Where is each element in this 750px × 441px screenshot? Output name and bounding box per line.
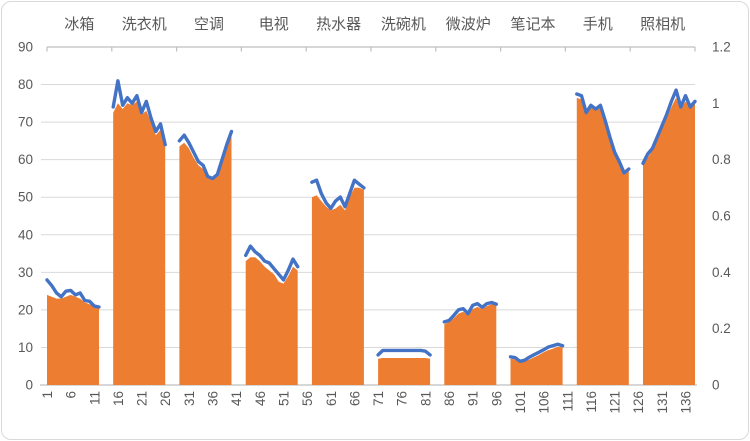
x-axis-tick-label: 61	[324, 391, 339, 406]
x-axis-tick-label: 106	[537, 391, 552, 414]
line-series-电视	[243, 244, 300, 282]
area-series-微波炉	[444, 304, 497, 385]
x-axis-tick-label: 81	[418, 391, 433, 406]
right-axis-tick-label: 0.2	[712, 321, 731, 336]
x-axis-tick-label: 26	[158, 391, 173, 406]
line-series-热水器	[310, 178, 366, 211]
line-series-洗碗机	[376, 348, 432, 357]
left-axis-tick-label: 0	[25, 378, 33, 393]
right-axis-tick-label: 0.6	[712, 209, 731, 224]
x-axis-tick-label: 136	[679, 391, 694, 414]
x-axis-tick-label: 51	[276, 391, 291, 406]
area-series-手机	[576, 97, 629, 385]
x-axis-tick-label: 96	[489, 391, 504, 406]
x-axis-tick-label: 66	[347, 391, 362, 406]
area-series-照相机	[643, 97, 695, 385]
left-axis-tick-label: 10	[18, 340, 33, 355]
category-label: 冰箱	[64, 16, 94, 33]
category-label: 照相机	[640, 16, 685, 33]
x-axis-tick-label: 76	[395, 391, 410, 406]
area-series-洗碗机	[378, 358, 431, 385]
line-series-空调	[177, 129, 234, 181]
x-axis-tick-label: 36	[206, 391, 221, 406]
line-series-笔记本	[508, 342, 565, 363]
x-axis-tick-label: 111	[560, 391, 575, 412]
x-axis-tick-label: 6	[64, 391, 79, 399]
left-axis-tick-label: 40	[18, 227, 33, 242]
category-label: 手机	[583, 16, 613, 33]
category-label: 热水器	[316, 16, 361, 33]
left-axis-tick-label: 60	[18, 152, 33, 167]
x-axis-tick-label: 126	[631, 391, 646, 414]
right-axis-tick-label: 0.8	[712, 152, 731, 167]
line-series-照相机	[641, 88, 697, 166]
left-axis-tick-label: 90	[18, 40, 33, 55]
x-axis-tick-label: 16	[111, 391, 126, 406]
category-label: 空调	[194, 16, 224, 33]
line-series-微波炉	[442, 300, 498, 324]
category-label: 洗衣机	[122, 16, 167, 33]
x-axis-tick-label: 46	[253, 391, 268, 406]
right-axis-tick-label: 1	[712, 96, 720, 111]
x-axis-tick-label: 31	[182, 391, 197, 406]
right-axis-tick-label: 0	[712, 378, 720, 393]
line-series-冰箱	[45, 278, 101, 309]
x-axis-tick-label: 41	[229, 391, 244, 406]
x-axis-tick-label: 56	[300, 391, 315, 406]
area-series-洗衣机	[113, 101, 166, 385]
area-series-冰箱	[47, 294, 99, 385]
category-label: 笔记本	[510, 16, 555, 33]
right-axis-tick-label: 0.4	[712, 265, 731, 280]
x-axis-tick-label: 91	[466, 391, 481, 406]
x-axis-tick-label: 121	[608, 391, 623, 414]
left-axis-tick-label: 20	[18, 302, 33, 317]
left-axis-tick-label: 50	[18, 190, 33, 205]
x-axis-tick-label: 11	[87, 391, 102, 405]
line-series-洗衣机	[111, 79, 167, 147]
right-axis-tick-label: 1.2	[712, 40, 731, 55]
x-axis-tick-label: 1	[40, 391, 55, 399]
x-axis-tick-label: 101	[513, 391, 528, 414]
area-series-笔记本	[510, 346, 563, 385]
x-axis-tick-label: 21	[135, 391, 150, 406]
category-label: 微波炉	[446, 16, 491, 33]
area-series-电视	[245, 257, 298, 385]
category-label: 电视	[259, 16, 289, 33]
category-label: 洗碗机	[381, 16, 426, 33]
area-series-热水器	[311, 187, 364, 385]
x-axis-tick-label: 86	[442, 391, 457, 406]
left-axis-tick-label: 30	[18, 265, 33, 280]
x-axis-tick-label: 71	[371, 391, 386, 406]
line-series-手机	[575, 92, 631, 175]
x-axis-tick-label: 116	[584, 391, 599, 413]
area-series-空调	[179, 133, 232, 385]
left-axis-tick-label: 70	[18, 115, 33, 130]
x-axis-tick-label: 131	[655, 391, 670, 414]
left-axis-tick-label: 80	[18, 77, 33, 92]
